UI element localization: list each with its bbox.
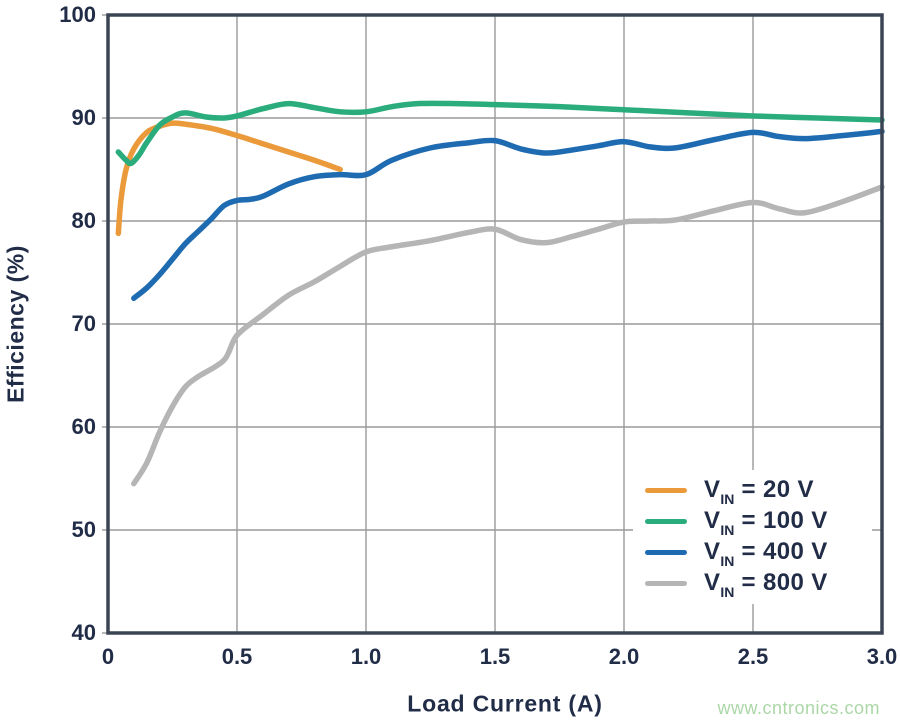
y-tick-label-70: 70	[71, 311, 96, 336]
y-tick-label-50: 50	[71, 517, 96, 542]
legend-label-vin-100v: VIN = 100 V	[704, 506, 828, 539]
legend-item-vin-400v: VIN = 400 V	[633, 537, 872, 570]
y-axis-title: Efficiency (%)	[2, 245, 29, 403]
series-line-20v	[115, 120, 343, 237]
x-tick-label-0p5: 0.5	[221, 644, 253, 669]
x-tick-label-3p0: 3.0	[866, 644, 898, 669]
series-line-800v	[131, 184, 885, 487]
y-tick-label-100: 100	[59, 2, 96, 27]
legend-item-vin-100v: VIN = 100 V	[633, 506, 872, 539]
y-tick-label-60: 60	[71, 414, 96, 439]
legend-item-vin-800v: VIN = 800 V	[633, 568, 872, 601]
x-tick-label-1p5: 1.5	[479, 644, 511, 669]
plot-border	[106, 13, 884, 635]
watermark-cntronics: www.cntronics.com	[717, 698, 880, 718]
legend-label-vin-20v: VIN = 20 V	[704, 475, 814, 508]
legend: VIN = 20 V VIN = 100 V VIN = 400 V VIN =…	[633, 470, 872, 604]
y-tick-label-40: 40	[71, 620, 96, 645]
legend-swatch-vin-100v	[645, 519, 687, 524]
x-tick-label-2p0: 2.0	[608, 644, 640, 669]
legend-swatch-vin-400v	[645, 550, 687, 555]
legend-label-vin-400v: VIN = 400 V	[704, 537, 828, 570]
x-tick-label-0: 0	[101, 644, 115, 669]
legend-label-vin-800v: VIN = 800 V	[704, 568, 828, 601]
y-tick-label-90: 90	[71, 105, 96, 130]
x-tick-label-2p5: 2.5	[737, 644, 769, 669]
legend-swatch-vin-800v	[645, 581, 687, 586]
y-tick-label-80: 80	[71, 208, 96, 233]
series-line-400v	[131, 128, 885, 301]
legend-swatch-vin-20v	[645, 488, 687, 493]
x-axis-title: Load Current (A)	[407, 690, 603, 717]
legend-item-vin-20v: VIN = 20 V	[633, 475, 872, 508]
series-line-100v	[115, 100, 885, 167]
x-tick-label-1p0: 1.0	[350, 644, 382, 669]
